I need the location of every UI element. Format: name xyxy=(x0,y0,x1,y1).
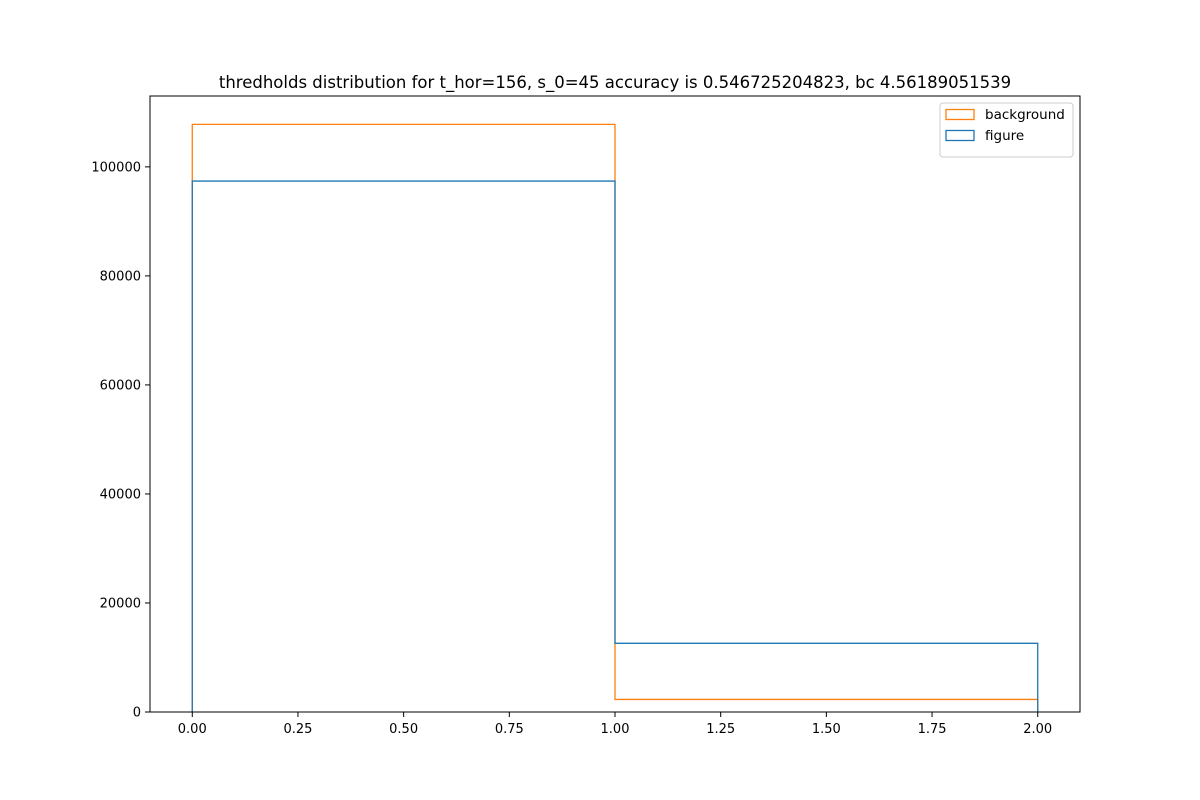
y-tick-label: 0 xyxy=(133,706,141,721)
y-tick-label: 80000 xyxy=(100,269,141,284)
legend-swatch-background xyxy=(945,108,975,121)
histogram-series-figure xyxy=(191,180,1039,712)
x-tick-label: 1.25 xyxy=(706,722,735,737)
x-tick-label: 1.50 xyxy=(812,722,841,737)
y-tick-label: 100000 xyxy=(91,160,141,175)
y-tick-label: 60000 xyxy=(100,378,141,393)
x-tick-label: 0.75 xyxy=(495,722,524,737)
y-tick-label: 20000 xyxy=(100,596,141,611)
legend-label-figure: figure xyxy=(985,128,1024,144)
x-tick-label: 0.25 xyxy=(283,722,312,737)
chart-title: thredholds distribution for t_hor=156, s… xyxy=(219,73,1011,93)
x-tick-label: 2.00 xyxy=(1023,722,1052,737)
y-axis: 0 20000 40000 60000 80000 100000 xyxy=(91,160,150,721)
legend: background figure xyxy=(939,102,1074,158)
legend-label-background: background xyxy=(985,107,1065,123)
plot-area xyxy=(191,123,1039,712)
legend-swatch-figure xyxy=(945,129,975,142)
x-tick-label: 0.00 xyxy=(178,722,207,737)
axes-frame xyxy=(149,95,1081,713)
y-tick-label: 40000 xyxy=(100,487,141,502)
x-axis: 0.00 0.25 0.50 0.75 1.00 1.25 1.50 1.75 2.00 xyxy=(178,712,1052,737)
legend-box xyxy=(939,102,1074,158)
x-tick-label: 0.50 xyxy=(389,722,418,737)
x-tick-label: 1.00 xyxy=(601,722,630,737)
x-tick-label: 1.75 xyxy=(918,722,947,737)
